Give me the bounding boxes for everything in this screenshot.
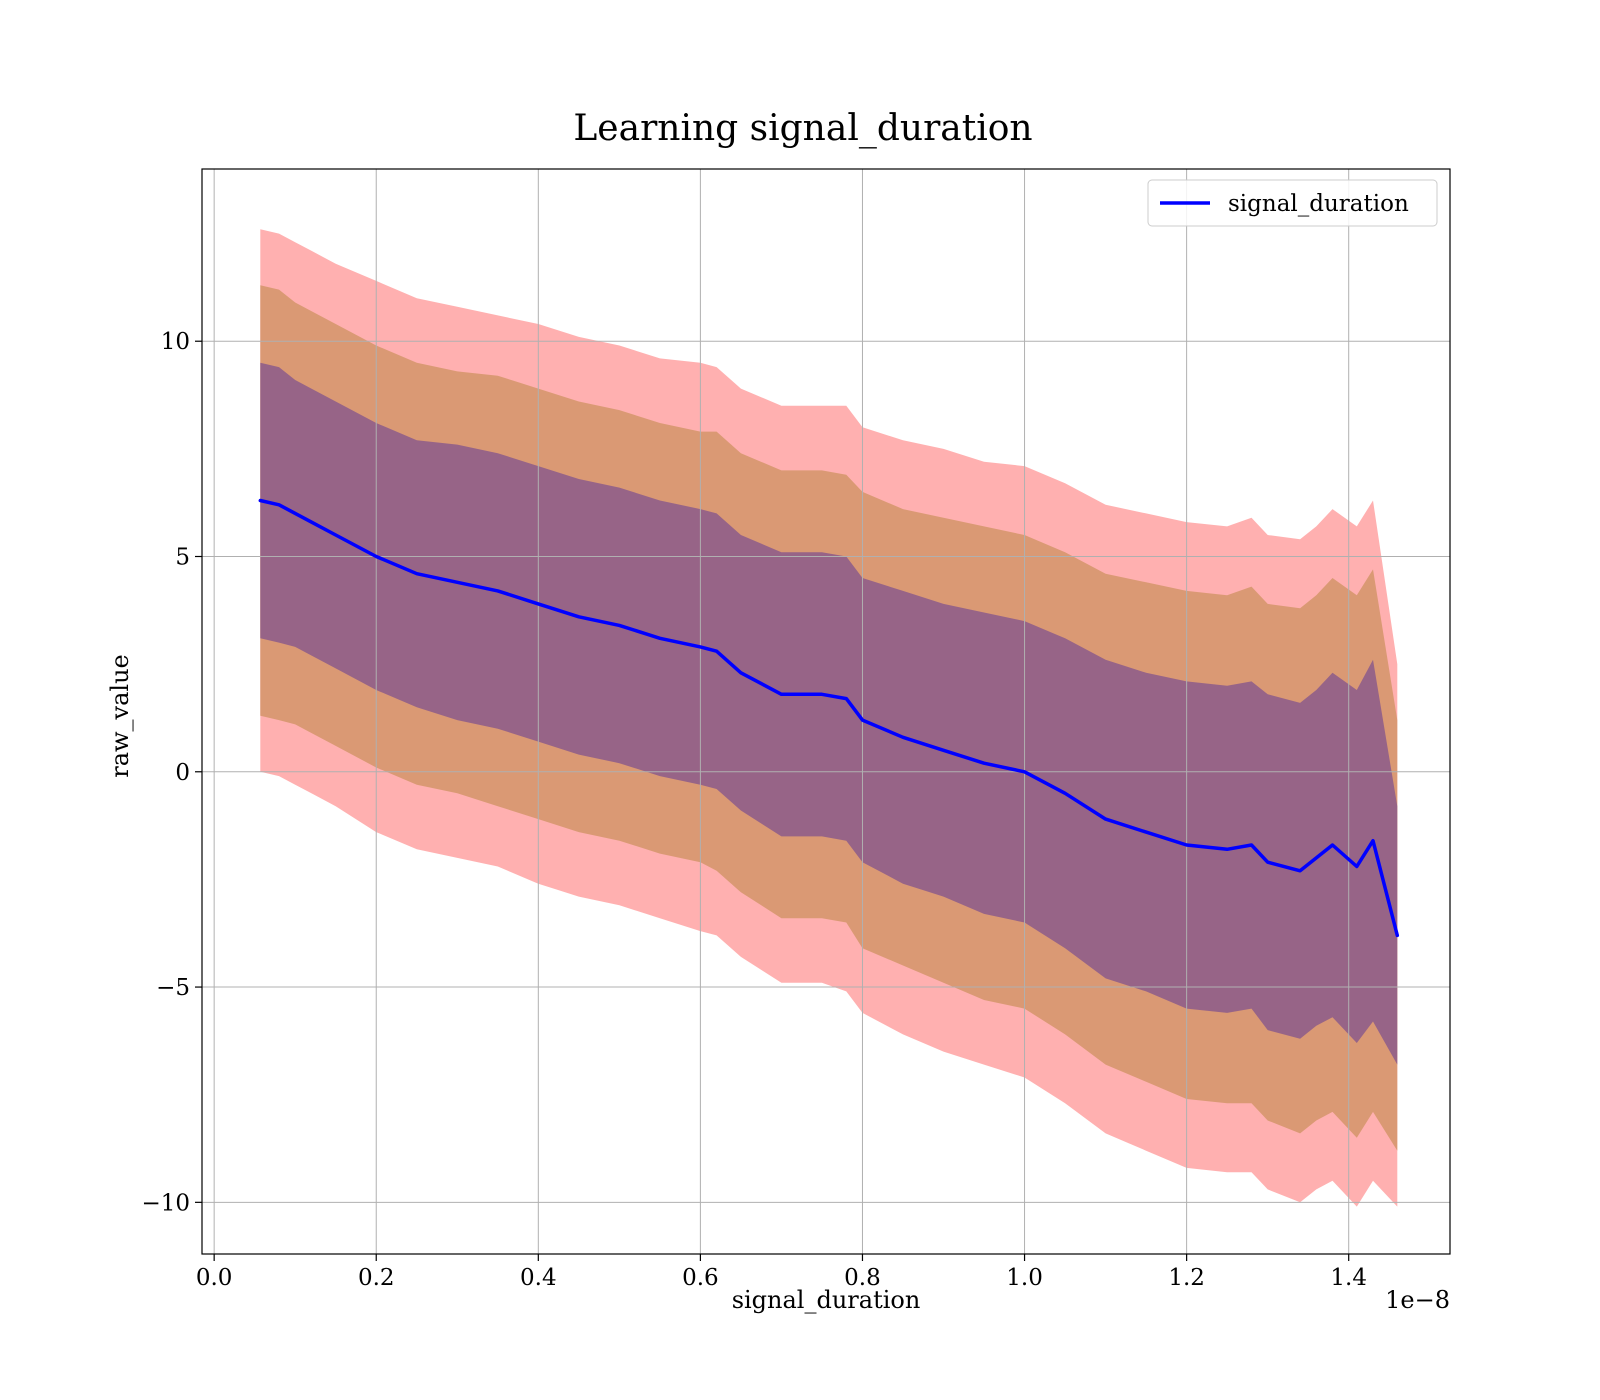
y-axis-label: raw_value <box>106 654 134 778</box>
x-tick-label: 1.0 <box>1006 1265 1043 1291</box>
legend-box <box>1147 179 1438 227</box>
axes-frame <box>201 168 1451 1255</box>
plot-area <box>201 168 1451 1255</box>
x-tick-label: 1.4 <box>1330 1265 1367 1291</box>
confidence-band-1sigma <box>260 362 1398 1065</box>
x-tick-label: 0.2 <box>358 1265 395 1291</box>
legend-label: signal_duration <box>1228 191 1409 217</box>
x-axis-offset-text: 1e−8 <box>1385 1286 1450 1314</box>
x-axis-label: signal_duration <box>732 1286 921 1314</box>
series-line-signal_duration <box>258 498 1400 938</box>
x-tick-label: 1.2 <box>1168 1265 1205 1291</box>
series-layer <box>258 498 1400 938</box>
x-tick-label: 0.0 <box>196 1265 233 1291</box>
x-tick-label: 0.8 <box>844 1265 881 1291</box>
x-tick-label: 0.4 <box>520 1265 557 1291</box>
y-axis-ticks: 10 5 0 −5 −10 <box>141 329 202 1216</box>
y-tick-label: 10 <box>161 329 190 355</box>
y-tick-label: 0 <box>175 760 190 786</box>
confidence-bands <box>260 229 1398 1207</box>
y-tick-label: 5 <box>175 545 190 571</box>
y-tick-label: −10 <box>141 1190 190 1216</box>
y-tick-label: −5 <box>156 975 190 1001</box>
legend: signal_duration <box>1147 179 1438 227</box>
x-tick-label: 0.6 <box>682 1265 719 1291</box>
chart-title: Learning signal_duration <box>573 108 1032 149</box>
gridlines <box>202 169 1450 1254</box>
x-axis-ticks: 0.0 0.2 0.4 0.6 0.8 1.0 1.2 1.4 <box>196 1254 1367 1291</box>
